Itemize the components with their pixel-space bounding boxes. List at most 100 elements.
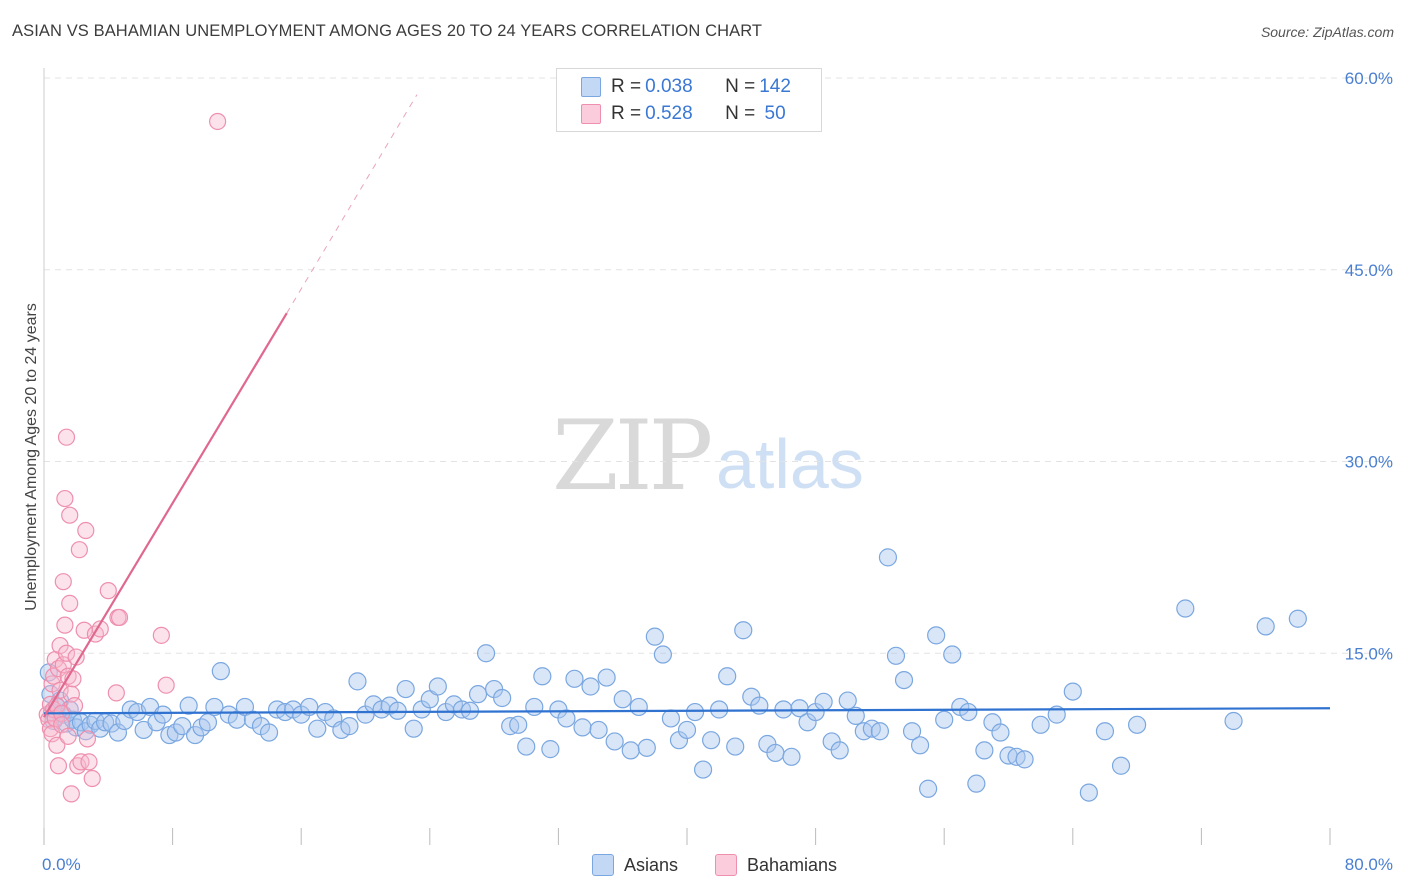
bahamians-swatch bbox=[581, 104, 601, 124]
bottom-legend-bahamians[interactable]: Bahamians bbox=[715, 852, 837, 878]
asian-point bbox=[420, 690, 439, 709]
asian-point bbox=[211, 662, 230, 681]
asian-point bbox=[838, 691, 857, 710]
bahamian-point bbox=[152, 626, 170, 644]
asian-point bbox=[685, 702, 705, 722]
asian-point bbox=[910, 736, 930, 755]
y-tick-label: 60.0% bbox=[1345, 69, 1393, 88]
bahamian-point bbox=[80, 753, 98, 771]
asians-points bbox=[39, 548, 1307, 802]
asian-point bbox=[348, 672, 367, 691]
asian-point bbox=[967, 774, 986, 793]
asian-point bbox=[710, 700, 729, 719]
x-tick-label-max: 80.0% bbox=[1345, 855, 1393, 874]
asian-point bbox=[894, 670, 914, 690]
bahamian-point bbox=[99, 582, 117, 600]
bahamian-point bbox=[57, 428, 76, 446]
asian-point bbox=[1031, 715, 1050, 734]
bahamian-point bbox=[49, 757, 68, 775]
asian-point bbox=[388, 701, 407, 720]
bahamians-legend-swatch bbox=[715, 854, 737, 876]
asian-point bbox=[750, 696, 769, 715]
asian-point bbox=[645, 627, 664, 646]
asian-point bbox=[621, 741, 640, 760]
correlation-legend: R = 0.038 N = 142 R = 0.528 N = 50 bbox=[556, 68, 822, 132]
watermark-atlas: atlas bbox=[716, 425, 864, 503]
legend-row-bahamians: R = 0.528 N = 50 bbox=[581, 100, 786, 128]
bottom-legend-asians[interactable]: Asians bbox=[592, 852, 678, 878]
bahamians-legend-label: Bahamians bbox=[747, 854, 838, 875]
asian-point bbox=[1224, 711, 1243, 731]
gridlines bbox=[44, 77, 1392, 654]
legend-n-value: 50 bbox=[759, 103, 786, 124]
asian-point bbox=[935, 710, 954, 729]
legend-r-label: R = bbox=[611, 103, 642, 124]
asian-point bbox=[468, 685, 488, 704]
bahamian-point bbox=[70, 541, 88, 559]
bahamian-point bbox=[65, 697, 84, 715]
bahamians-trend-extension bbox=[286, 94, 418, 314]
asian-point bbox=[814, 692, 833, 711]
source-label: Source: ZipAtlas.com bbox=[1260, 24, 1394, 40]
asian-point bbox=[605, 732, 624, 751]
asian-point bbox=[404, 719, 423, 738]
asian-point bbox=[108, 723, 128, 742]
bahamian-point bbox=[48, 736, 66, 754]
asian-point bbox=[846, 706, 865, 725]
asian-point bbox=[959, 702, 978, 722]
asian-point bbox=[943, 645, 962, 664]
legend-row-asians: R = 0.038 N = 142 bbox=[581, 73, 791, 101]
asian-point bbox=[613, 690, 632, 709]
asian-point bbox=[428, 677, 447, 696]
asians-swatch bbox=[581, 77, 601, 97]
asian-point bbox=[1288, 609, 1307, 628]
asian-point bbox=[830, 741, 849, 760]
asian-point bbox=[1256, 617, 1275, 636]
asian-point bbox=[517, 737, 536, 756]
asian-point bbox=[525, 697, 544, 717]
asian-point bbox=[340, 717, 359, 736]
asian-point bbox=[1095, 722, 1115, 741]
asian-point bbox=[927, 626, 946, 645]
bahamian-point bbox=[62, 785, 80, 803]
watermark-zip: ZIP bbox=[552, 400, 713, 512]
asian-point bbox=[1176, 599, 1195, 618]
asian-point bbox=[902, 722, 922, 741]
asians-legend-swatch bbox=[592, 854, 614, 876]
asian-point bbox=[541, 740, 560, 759]
asian-point bbox=[975, 741, 994, 760]
bahamians-trend-line bbox=[43, 312, 288, 718]
asian-point bbox=[677, 720, 697, 740]
asian-point bbox=[597, 668, 616, 687]
asian-point bbox=[589, 720, 608, 740]
asian-point bbox=[476, 644, 496, 663]
asian-point bbox=[878, 548, 898, 567]
legend-n-value: 142 bbox=[759, 76, 791, 97]
asian-point bbox=[1111, 756, 1131, 775]
asian-point bbox=[693, 760, 713, 779]
bahamian-point bbox=[107, 684, 125, 702]
asian-point bbox=[557, 709, 576, 728]
asian-point bbox=[886, 646, 906, 665]
asian-point bbox=[493, 688, 512, 708]
asian-point bbox=[1127, 715, 1147, 734]
bahamian-point bbox=[78, 730, 97, 748]
bahamian-point bbox=[157, 676, 175, 694]
asian-point bbox=[718, 667, 737, 686]
axis-labels: 15.0% 30.0% 45.0% 60.0% 0.0% 80.0% Unemploymen… bbox=[23, 69, 1393, 874]
bahamian-point bbox=[209, 112, 227, 131]
y-tick-label: 30.0% bbox=[1345, 453, 1393, 472]
asian-point bbox=[308, 719, 327, 738]
y-tick-label: 45.0% bbox=[1345, 261, 1393, 280]
bahamian-point bbox=[61, 594, 79, 612]
asian-point bbox=[661, 709, 681, 728]
asians-trend-line bbox=[43, 707, 1331, 715]
asian-point bbox=[205, 697, 224, 717]
asian-point bbox=[179, 696, 198, 715]
bahamian-point bbox=[110, 608, 129, 627]
bahamian-point bbox=[54, 573, 72, 591]
chart-title: ASIAN VS BAHAMIAN UNEMPLOYMENT AMONG AGE… bbox=[12, 22, 763, 40]
bahamian-point bbox=[56, 616, 74, 634]
asian-point bbox=[533, 667, 552, 686]
